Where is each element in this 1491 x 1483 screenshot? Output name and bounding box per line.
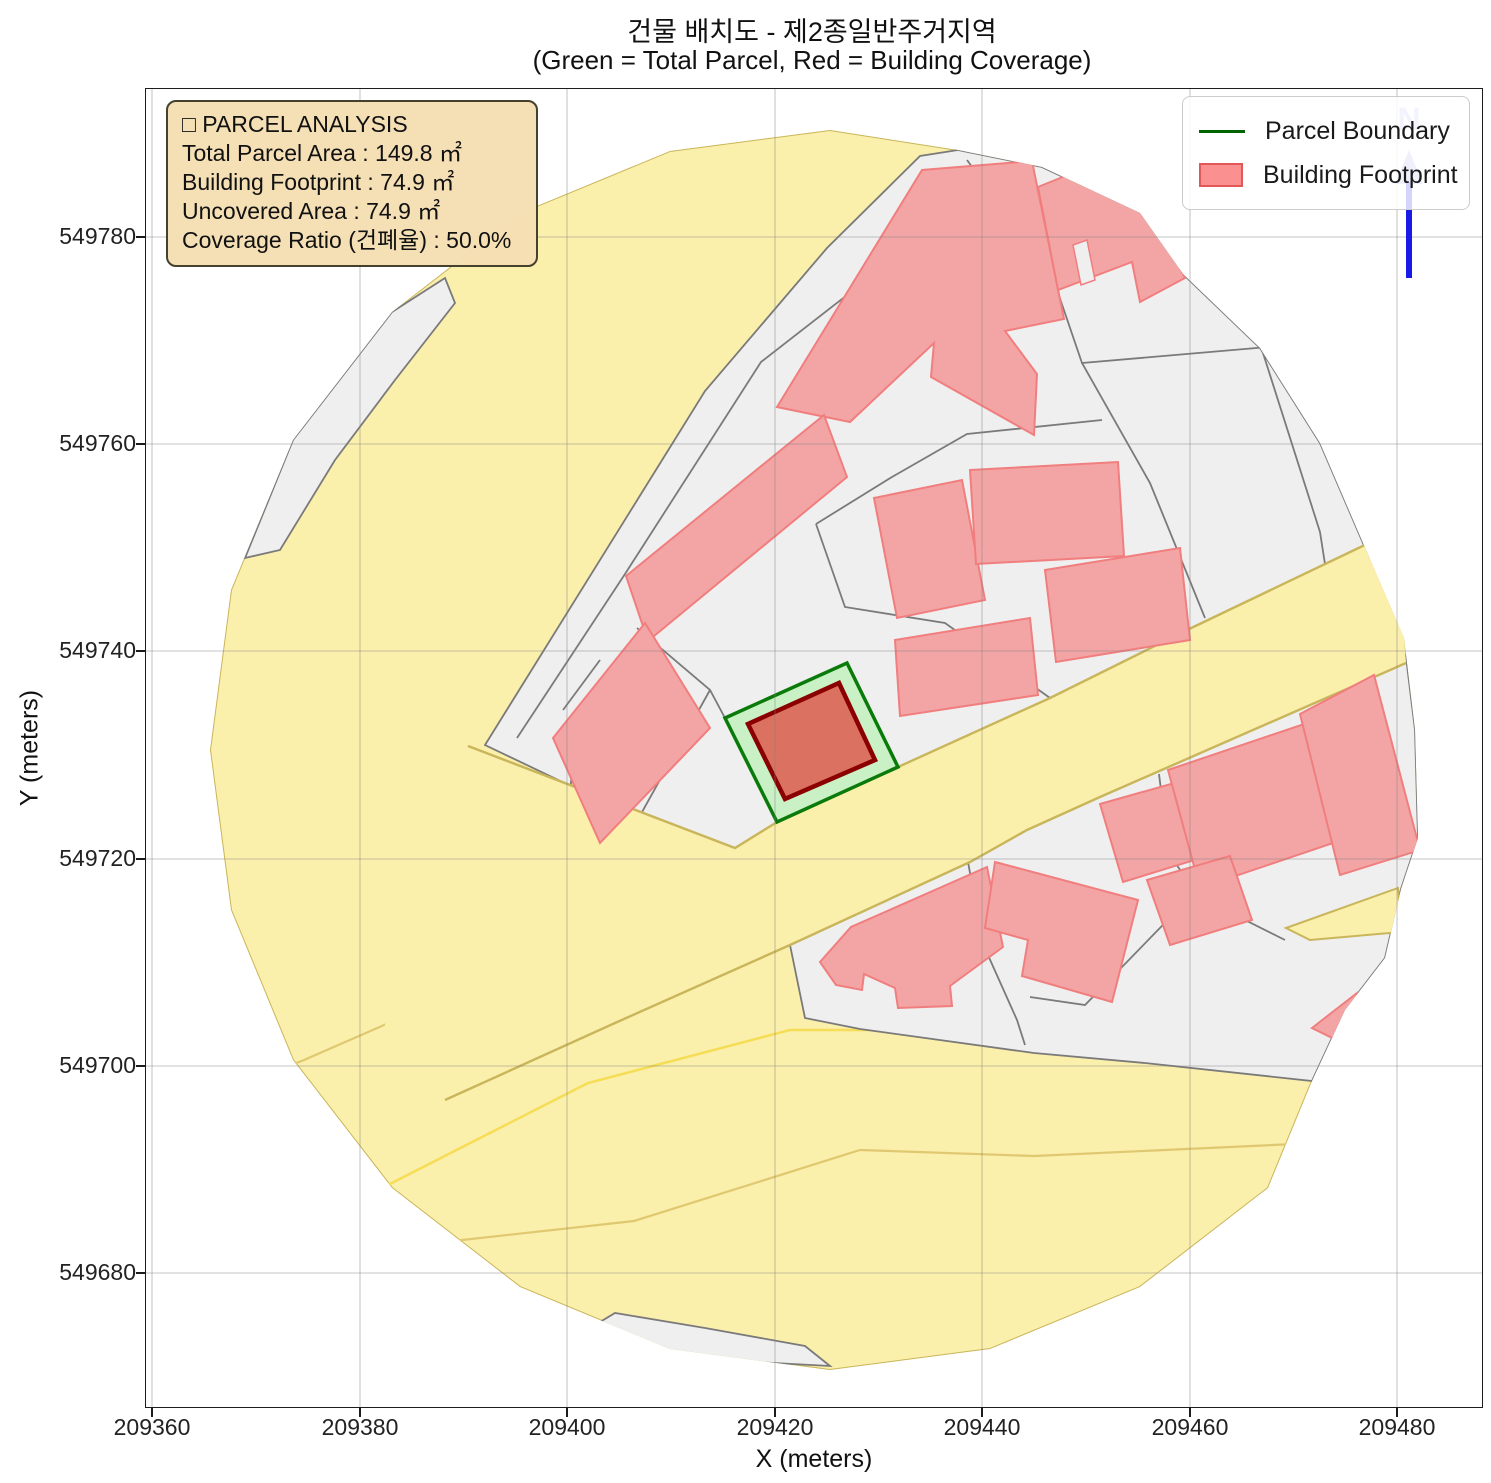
subject-building — [744, 680, 879, 802]
parcel-analysis-box: □ PARCEL ANALYSIS Total Parcel Area : 14… — [166, 100, 538, 267]
green-line-swatch — [1199, 129, 1245, 133]
y-tick — [136, 650, 145, 652]
building — [872, 478, 987, 620]
x-tick-label: 209460 — [1151, 1414, 1229, 1440]
road-band — [385, 543, 1406, 1108]
x-tick — [981, 1408, 983, 1417]
analysis-total-area: Total Parcel Area : 149.8 ㎡ — [182, 140, 462, 166]
gridlines — [145, 88, 1483, 1408]
x-axis-label: X (meters) — [755, 1445, 873, 1473]
x-tick — [1396, 1408, 1398, 1417]
analysis-coverage-ratio: Coverage Ratio (건폐율) : 50.0% — [182, 227, 512, 253]
building — [1145, 854, 1254, 947]
x-tick-label: 209480 — [1358, 1414, 1436, 1440]
chart-title: 건물 배치도 - 제2종일반주거지역 — [627, 17, 997, 47]
chart-subtitle: (Green = Total Parcel, Red = Building Co… — [532, 45, 1092, 75]
y-tick — [136, 443, 145, 445]
building — [983, 860, 1140, 1004]
building — [624, 413, 849, 643]
legend-item-building-footprint: Building Footprint — [1199, 153, 1458, 197]
map-clip-group — [210, 130, 1418, 1370]
building — [551, 621, 712, 845]
legend-item-parcel-boundary: Parcel Boundary — [1199, 109, 1453, 153]
legend-label: Parcel Boundary — [1265, 116, 1450, 145]
x-tick-label: 209440 — [943, 1414, 1021, 1440]
analysis-building-footprint: Building Footprint : 74.9 ㎡ — [182, 169, 455, 195]
building — [818, 865, 1005, 1010]
y-tick — [136, 236, 145, 238]
x-tick — [1189, 1408, 1191, 1417]
y-tick-label: 549740 — [59, 637, 136, 663]
x-tick — [566, 1408, 568, 1417]
building-footprints — [551, 151, 1418, 1055]
building — [775, 159, 1066, 437]
x-tick — [151, 1408, 153, 1417]
y-tick-label: 549720 — [59, 845, 136, 871]
analysis-header: □ PARCEL ANALYSIS — [182, 111, 408, 137]
legend: Parcel Boundary Building Footprint — [1182, 96, 1470, 210]
y-tick-label: 549680 — [59, 1259, 136, 1285]
y-tick — [136, 858, 145, 860]
x-tick — [774, 1408, 776, 1417]
y-tick-label: 549700 — [59, 1052, 136, 1078]
y-tick — [136, 1272, 145, 1274]
y-axis-label: Y (meters) — [15, 689, 44, 807]
x-tick-label: 209420 — [736, 1414, 814, 1440]
x-tick-label: 209400 — [528, 1414, 606, 1440]
red-patch-swatch — [1199, 163, 1243, 187]
y-tick-label: 549760 — [59, 430, 136, 456]
building — [968, 460, 1126, 566]
x-tick — [359, 1408, 361, 1417]
map-canvas: N — [145, 88, 1483, 1408]
y-tick — [136, 1065, 145, 1067]
building — [1298, 673, 1418, 877]
building-notch — [1072, 239, 1096, 286]
y-tick-label: 549780 — [59, 223, 136, 249]
building — [893, 616, 1040, 718]
x-tick-label: 209360 — [113, 1414, 191, 1440]
analysis-uncovered-area: Uncovered Area : 74.9 ㎡ — [182, 198, 441, 224]
legend-label: Building Footprint — [1263, 160, 1458, 189]
x-tick-label: 209380 — [321, 1414, 399, 1440]
road-band-bottom-edge — [444, 661, 1407, 1102]
building — [1043, 546, 1192, 664]
